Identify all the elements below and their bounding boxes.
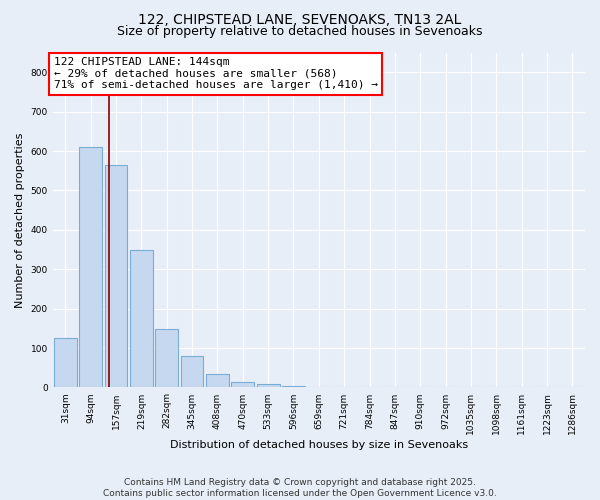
Bar bbox=[104, 165, 127, 388]
Text: 122, CHIPSTEAD LANE, SEVENOAKS, TN13 2AL: 122, CHIPSTEAD LANE, SEVENOAKS, TN13 2AL bbox=[139, 12, 461, 26]
Bar bbox=[79, 147, 102, 388]
Text: 122 CHIPSTEAD LANE: 144sqm
← 29% of detached houses are smaller (568)
71% of sem: 122 CHIPSTEAD LANE: 144sqm ← 29% of deta… bbox=[54, 57, 378, 90]
Bar bbox=[54, 338, 77, 388]
Bar bbox=[232, 382, 254, 388]
Text: Contains HM Land Registry data © Crown copyright and database right 2025.
Contai: Contains HM Land Registry data © Crown c… bbox=[103, 478, 497, 498]
Bar bbox=[257, 384, 280, 388]
Bar bbox=[307, 386, 330, 388]
Bar bbox=[155, 329, 178, 388]
Y-axis label: Number of detached properties: Number of detached properties bbox=[15, 132, 25, 308]
Bar bbox=[206, 374, 229, 388]
Bar bbox=[130, 250, 153, 388]
Bar bbox=[181, 356, 203, 388]
Bar bbox=[282, 386, 305, 388]
X-axis label: Distribution of detached houses by size in Sevenoaks: Distribution of detached houses by size … bbox=[170, 440, 468, 450]
Text: Size of property relative to detached houses in Sevenoaks: Size of property relative to detached ho… bbox=[117, 25, 483, 38]
